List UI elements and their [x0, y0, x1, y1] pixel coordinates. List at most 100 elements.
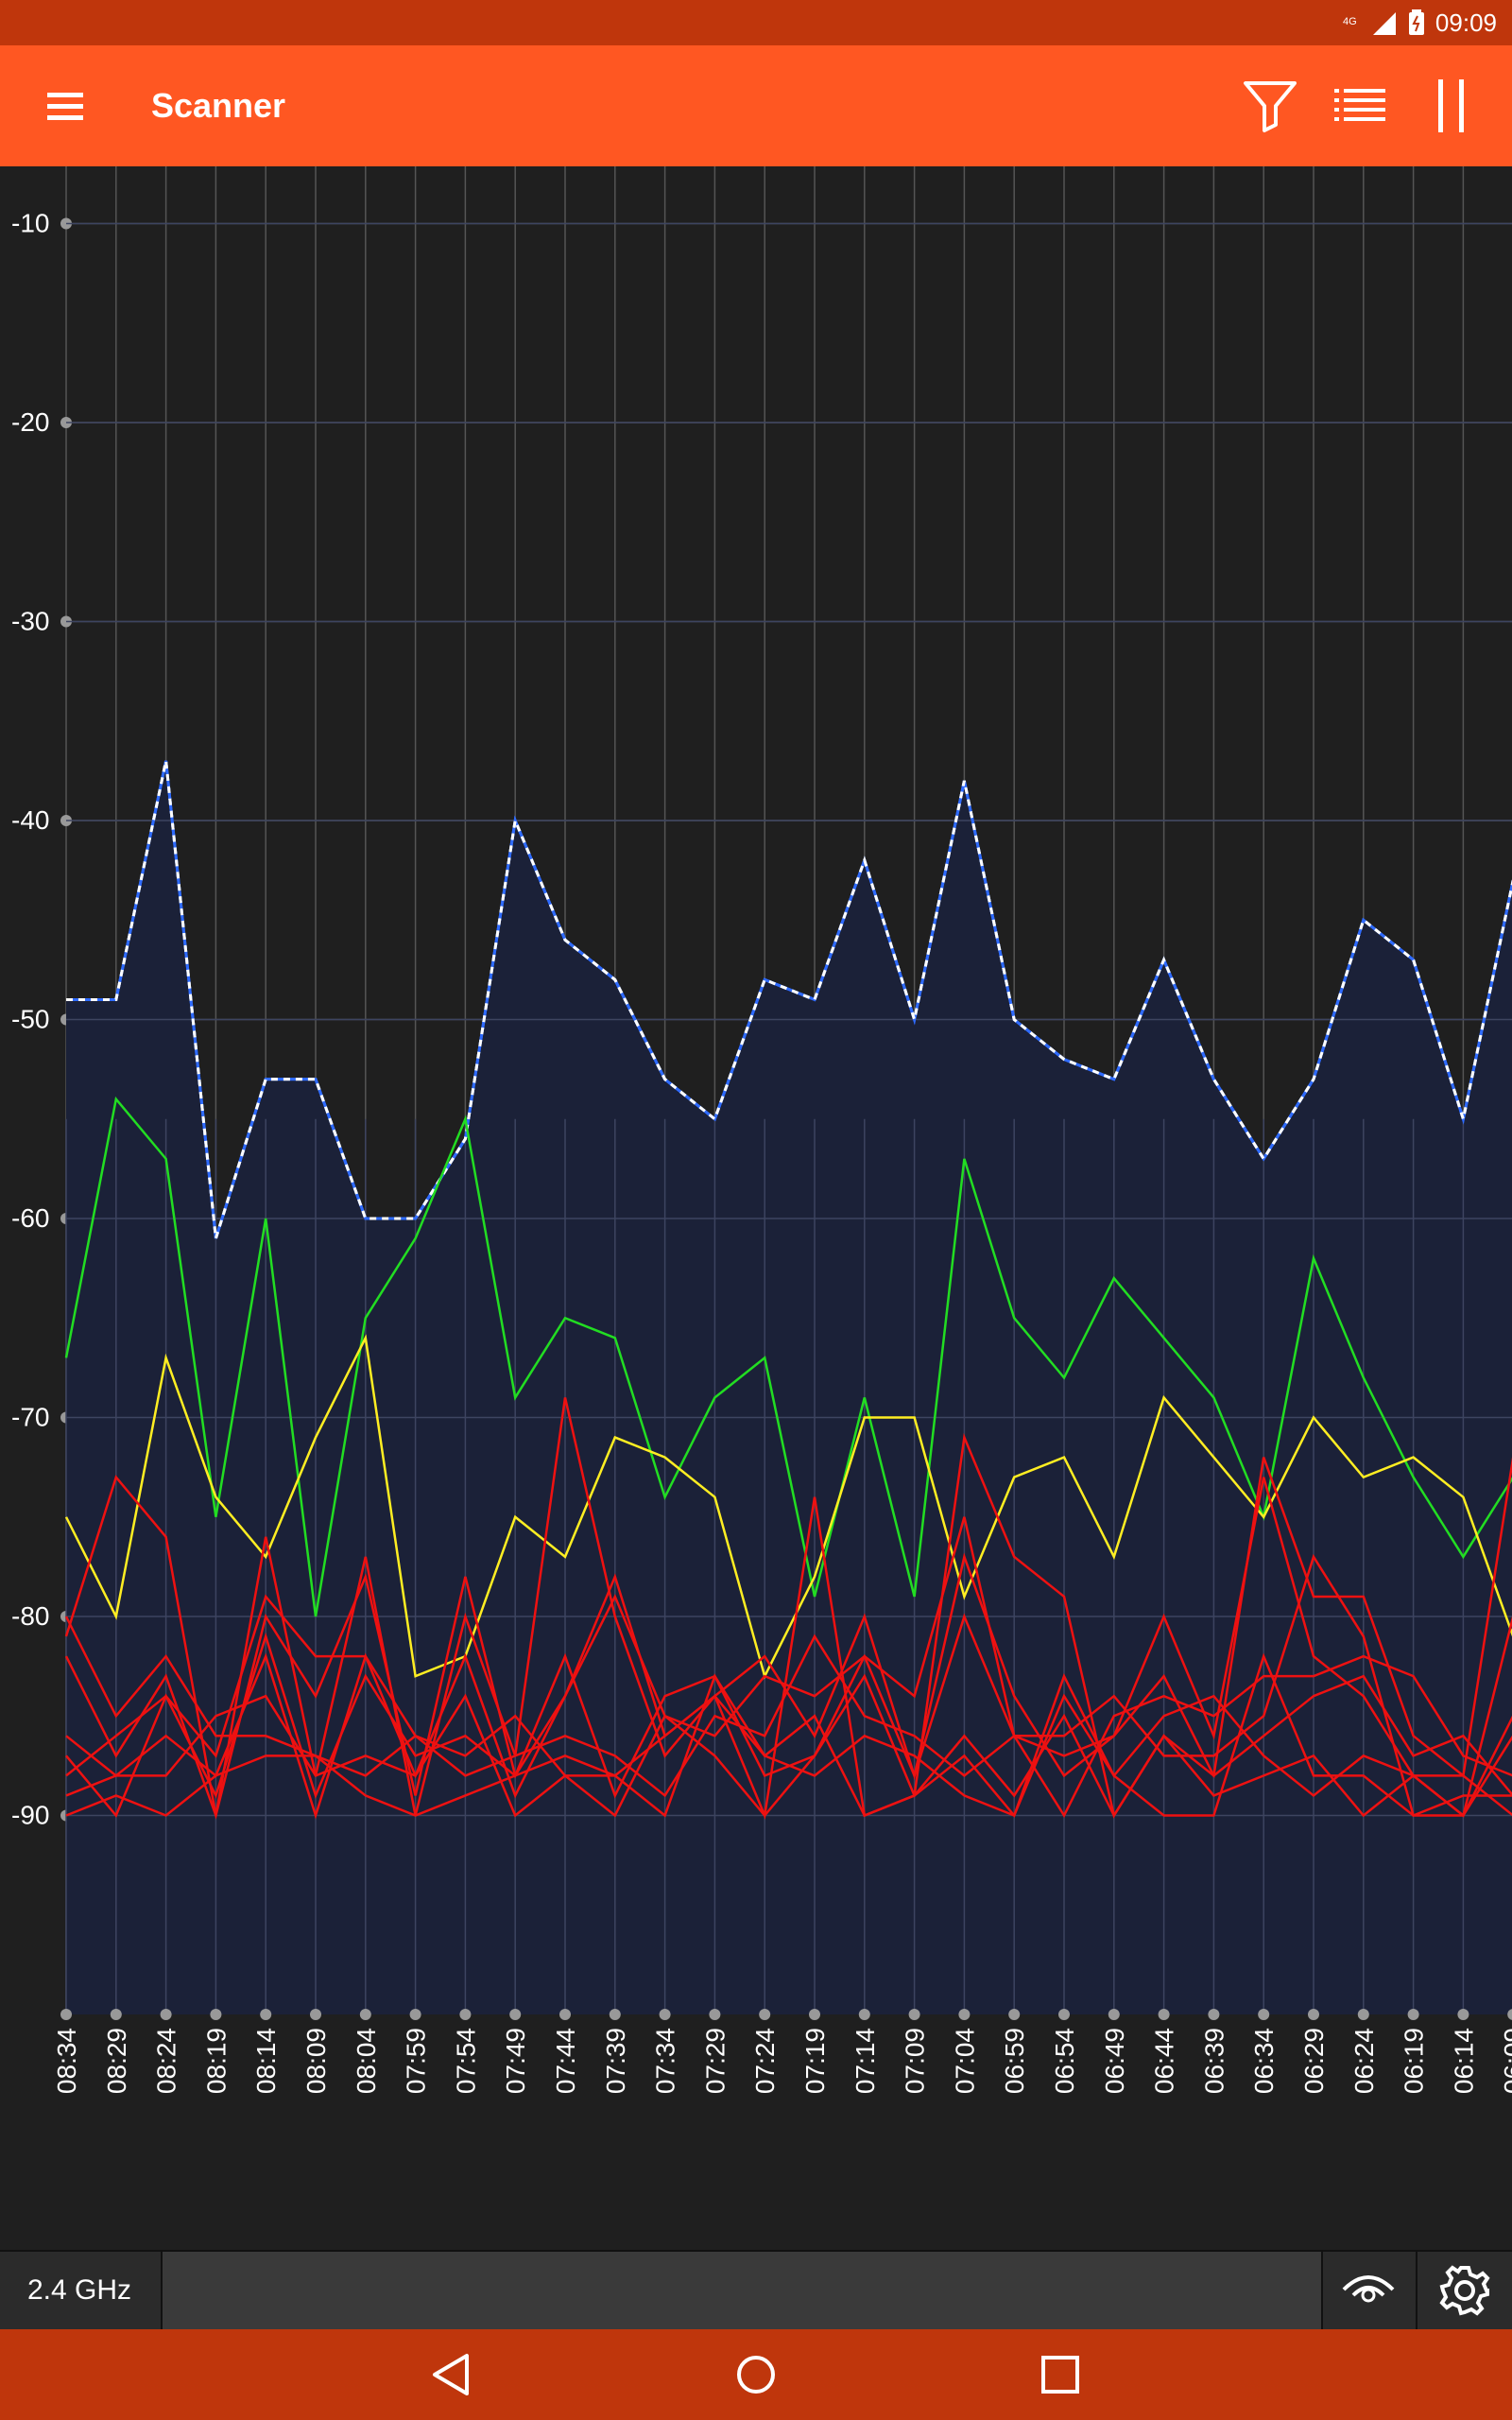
app-bar: Scanner: [0, 45, 1512, 166]
status-icons: 4G 09:09: [1343, 0, 1497, 45]
x-tick-dot: [609, 2009, 621, 2020]
x-tick-dot: [210, 2009, 222, 2020]
x-tick-dot: [1357, 2009, 1369, 2020]
bottom-bar: 2.4 GHz: [0, 2250, 1512, 2329]
y-tick-label: -60: [11, 1203, 49, 1233]
y-tick-label: -90: [11, 1801, 49, 1830]
x-tick-dot: [60, 2009, 72, 2020]
x-tick-dot: [1058, 2009, 1070, 2020]
gear-icon[interactable]: [1418, 2252, 1512, 2329]
back-icon[interactable]: [425, 2348, 478, 2401]
x-tick-label: 07:14: [850, 2028, 880, 2094]
x-tick-label: 07:24: [750, 2028, 780, 2094]
x-tick-label: 07:29: [700, 2028, 730, 2094]
x-tick-label: 08:34: [52, 2028, 81, 2094]
x-tick-dot: [908, 2009, 920, 2020]
navigation-bar: [0, 2329, 1512, 2420]
x-tick-label: 06:09: [1499, 2028, 1512, 2094]
list-icon[interactable]: [1331, 76, 1391, 136]
eye-icon[interactable]: [1321, 2252, 1418, 2329]
series-line-3: [64, 1397, 1512, 1821]
x-tick-label: 08:19: [201, 2028, 231, 2094]
signal-icon: [1372, 12, 1396, 35]
y-tick-label: -40: [11, 805, 49, 835]
x-tick-label: 06:34: [1249, 2028, 1279, 2094]
x-tick-label: 07:54: [451, 2028, 480, 2094]
toolbar-title: Scanner: [151, 86, 286, 125]
x-tick-dot: [1208, 2009, 1220, 2020]
y-tick-label: -10: [11, 209, 49, 238]
svg-text:4G: 4G: [1343, 16, 1357, 27]
x-tick-dot: [110, 2009, 122, 2020]
x-tick-dot: [759, 2009, 771, 2020]
signal-chart: -10 -20 -30 -40 -50 -60 -70 -80 -90 08:34 08:29 08:…: [0, 166, 1512, 2250]
x-tick-dot: [1008, 2009, 1021, 2020]
status-bar: 4G 09:09: [0, 0, 1512, 45]
x-tick-label: 07:49: [501, 2028, 530, 2094]
x-tick-label: 07:44: [551, 2028, 580, 2094]
y-tick-label: -50: [11, 1005, 49, 1034]
x-tick-dot: [1407, 2009, 1419, 2020]
x-tick-dot: [260, 2009, 272, 2020]
x-tick-label: 07:09: [901, 2028, 930, 2094]
x-tick-label: 06:59: [1000, 2028, 1029, 2094]
x-tick-dot: [1308, 2009, 1319, 2020]
x-tick-dot: [459, 2009, 472, 2020]
x-tick-label: 08:29: [102, 2028, 131, 2094]
battery-icon: [1408, 9, 1424, 35]
x-tick-label: 06:29: [1299, 2028, 1329, 2094]
x-tick-dot: [1258, 2009, 1270, 2020]
x-tick-dot: [409, 2009, 421, 2020]
filter-icon[interactable]: [1240, 76, 1300, 136]
x-tick-label: 07:39: [601, 2028, 630, 2094]
x-tick-label: 06:19: [1400, 2028, 1429, 2094]
series-line-2: [64, 1334, 1512, 1680]
clock: 09:09: [1435, 8, 1497, 37]
y-tick-label: -30: [11, 607, 49, 636]
x-tick-dot: [1108, 2009, 1120, 2020]
x-tick-label: 07:04: [950, 2028, 979, 2094]
x-tick-dot: [509, 2009, 522, 2020]
y-tick-label: -70: [11, 1403, 49, 1432]
series-line-1: [64, 1096, 1512, 1617]
x-tick-label: 08:04: [352, 2028, 381, 2094]
x-tick-label: 07:34: [651, 2028, 680, 2094]
search-field[interactable]: [161, 2252, 1323, 2329]
x-tick-dot: [1158, 2009, 1170, 2020]
x-tick-dot: [858, 2009, 870, 2020]
network-type-icon: 4G: [1343, 16, 1357, 27]
x-tick-label: 08:24: [152, 2028, 181, 2094]
band-selector[interactable]: 2.4 GHz: [26, 2274, 132, 2306]
x-tick-dot: [1507, 2009, 1512, 2020]
x-tick-dot: [659, 2009, 671, 2020]
x-tick-dot: [809, 2009, 820, 2020]
x-tick-dot: [1457, 2009, 1469, 2020]
x-tick-dot: [559, 2009, 571, 2020]
series-line-0-top: [66, 760, 1512, 1239]
x-tick-label: 06:39: [1199, 2028, 1228, 2094]
x-tick-dot: [359, 2009, 371, 2020]
x-tick-label: 06:14: [1449, 2028, 1478, 2094]
x-tick-label: 07:59: [402, 2028, 431, 2094]
signal-chart-svg: -10 -20 -30 -40 -50 -60 -70 -80 -90 08:34 08:29 08:…: [11, 166, 1512, 2094]
home-icon[interactable]: [730, 2348, 782, 2401]
recents-icon[interactable]: [1034, 2348, 1087, 2401]
y-tick-label: -20: [11, 407, 49, 437]
x-tick-label: 06:24: [1349, 2028, 1379, 2094]
x-tick-label: 06:49: [1100, 2028, 1129, 2094]
hamburger-menu-icon[interactable]: [43, 83, 89, 129]
x-tick-label: 06:54: [1050, 2028, 1079, 2094]
x-tick-label: 08:14: [251, 2028, 281, 2094]
x-tick-dot: [958, 2009, 971, 2020]
y-tick-label: -80: [11, 1601, 49, 1631]
x-tick-dot: [160, 2009, 172, 2020]
x-tick-label: 06:44: [1150, 2028, 1179, 2094]
series-line-10: [64, 1616, 1512, 1818]
pause-icon[interactable]: [1421, 76, 1482, 136]
series-line-4: [64, 1477, 1512, 1820]
x-tick-dot: [310, 2009, 321, 2020]
x-tick-dot: [709, 2009, 721, 2020]
series-line-8: [65, 1652, 1512, 1818]
x-tick-label: 08:09: [301, 2028, 331, 2094]
series-line-9: [65, 1673, 1512, 1819]
